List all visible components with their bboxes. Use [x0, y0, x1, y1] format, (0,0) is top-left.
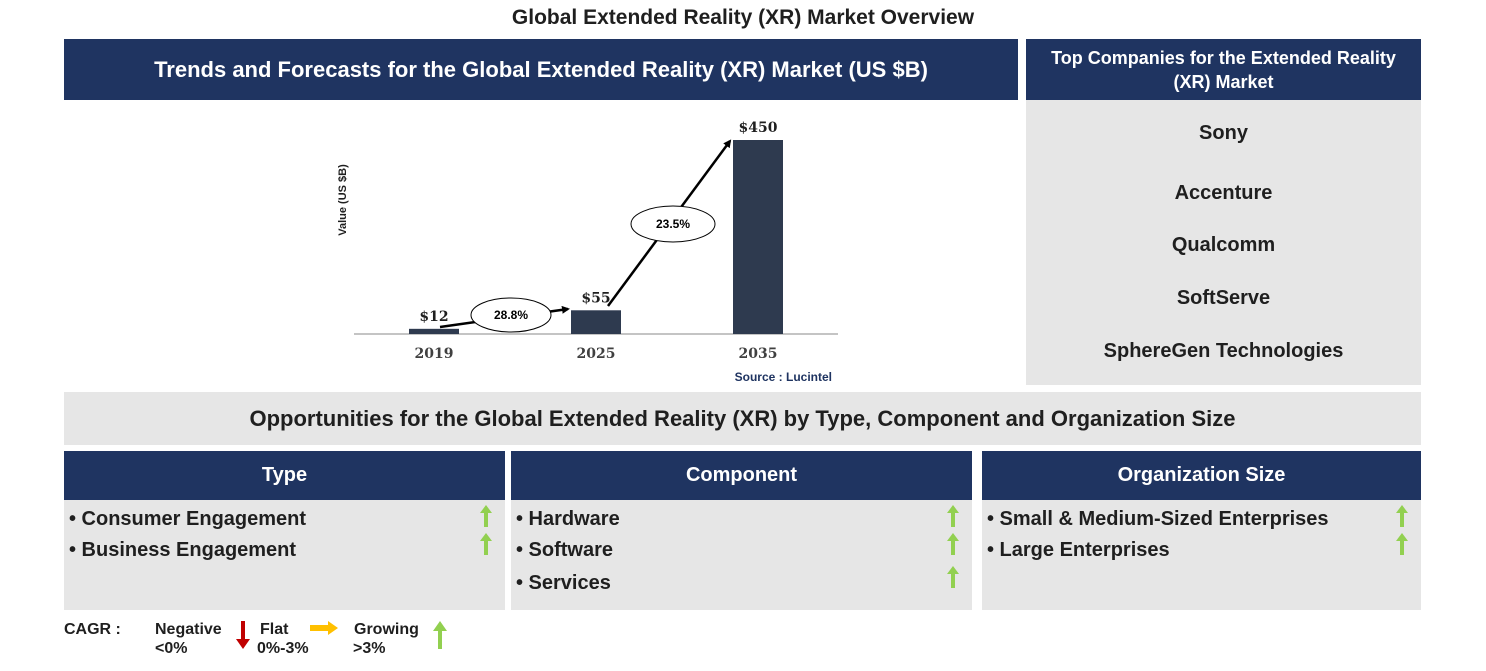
legend-negative-name: Negative — [155, 621, 222, 638]
legend-label: CAGR : — [64, 621, 121, 638]
segment-item: • Consumer Engagement — [69, 508, 307, 530]
segment-item: • Hardware — [516, 508, 620, 530]
growing-arrow-icon — [1396, 533, 1408, 555]
bar-2019 — [409, 328, 459, 334]
market-bar-chart: Value (US $B) $12 $55 $450 2019 2025 203… — [337, 120, 838, 384]
company-qualcomm: Qualcomm — [1171, 234, 1276, 256]
segment-item: • Large Enterprises — [987, 539, 1170, 561]
segment-item: • Business Engagement — [69, 539, 297, 561]
company-sony: Sony — [1199, 122, 1248, 144]
growing-arrow-icon — [480, 505, 492, 527]
growing-arrow-icon — [947, 566, 959, 588]
segment-organization-size-panel: • Small & Medium-Sized Enterprises • Lar… — [982, 500, 1421, 610]
top-companies-panel: Sony Accenture Qualcomm SoftServe Sphere… — [1026, 100, 1421, 385]
legend-flat-range: 0%-3% — [257, 640, 309, 657]
company-softserve: SoftServe — [1176, 287, 1271, 309]
company-spheregen: SphereGen Technologies — [1103, 340, 1344, 362]
x-tick-2019: 2019 — [415, 346, 454, 362]
segment-item: • Services — [516, 572, 611, 594]
cagr-label-2025-2035: 23.5% — [656, 217, 690, 231]
growing-arrow-icon — [480, 533, 492, 555]
x-tick-2035: 2035 — [739, 346, 778, 362]
x-tick-2025: 2025 — [577, 346, 616, 362]
value-label-2019: $12 — [419, 309, 448, 325]
growing-arrow-icon — [1396, 505, 1408, 527]
bar-2025 — [571, 310, 621, 334]
segment-item: • Small & Medium-Sized Enterprises — [987, 508, 1329, 530]
segment-component-panel: • Hardware • Software • Services — [511, 500, 972, 610]
growing-arrow-icon — [947, 533, 959, 555]
segment-type-panel: • Consumer Engagement • Business Engagem… — [64, 500, 505, 610]
trend-forecast-header: Trends and Forecasts for the Global Exte… — [64, 39, 1018, 100]
legend-growing-range: >3% — [353, 640, 386, 657]
bar-2035 — [733, 140, 783, 334]
segment-item: • Software — [516, 539, 614, 561]
negative-down-arrow-icon — [236, 621, 250, 649]
company-accenture: Accenture — [1174, 182, 1273, 204]
chart-source: Source : Lucintel — [735, 370, 832, 384]
growing-arrow-icon — [947, 505, 959, 527]
legend-negative-range: <0% — [155, 640, 188, 657]
page-title: Global Extended Reality (XR) Market Over… — [511, 6, 975, 29]
segment-organization-size-header: Organization Size — [982, 451, 1421, 500]
top-companies-header: Top Companies for the Extended Reality (… — [1026, 39, 1421, 100]
value-label-2025: $55 — [581, 290, 610, 306]
segment-type-header: Type — [64, 451, 505, 500]
opportunities-header: Opportunities for the Global Extended Re… — [64, 392, 1421, 445]
cagr-bubble-2025-2035 — [630, 205, 716, 243]
cagr-bubble-2019-2025 — [470, 297, 552, 333]
segment-component-header: Component — [511, 451, 972, 500]
legend-growing-name: Growing — [354, 621, 419, 638]
legend-flat-name: Flat — [260, 621, 289, 638]
value-label-2035: $450 — [739, 120, 778, 136]
growing-up-arrow-icon — [433, 621, 447, 649]
y-axis-label: Value (US $B) — [337, 164, 349, 236]
flat-right-arrow-icon — [310, 621, 338, 635]
cagr-label-2019-2025: 28.8% — [494, 308, 528, 322]
